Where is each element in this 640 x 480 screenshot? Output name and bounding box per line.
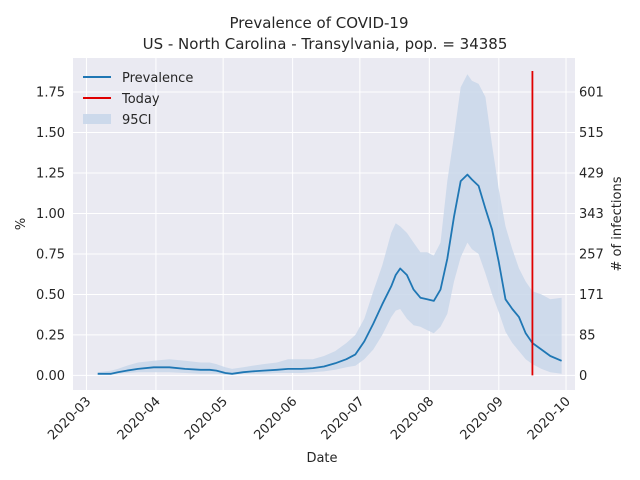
- y-tick-label: 1.00: [36, 207, 65, 222]
- y2-tick-label: 429: [579, 166, 604, 181]
- ci-band: [97, 74, 562, 375]
- x-tick-label: 2020-09: [458, 394, 507, 443]
- x-tick-label: 2020-06: [251, 394, 300, 443]
- y-tick-label: 0.25: [36, 328, 65, 343]
- y-tick-labels: 0.00 0.25 0.50 0.75 1.00 1.25 1.50 1.75: [36, 86, 65, 384]
- legend-today-label: Today: [121, 92, 160, 107]
- y2-tick-label: 515: [579, 126, 604, 141]
- x-tick-label: 2020-10: [525, 394, 574, 443]
- y-tick-label: 0.50: [36, 288, 65, 303]
- ci-layer: [97, 74, 562, 375]
- y2-tick-label: 343: [579, 207, 604, 222]
- line-layer: [97, 173, 562, 375]
- y-tick-label: 1.75: [36, 86, 65, 101]
- legend-ci-label: 95CI: [122, 113, 151, 128]
- chart-title: Prevalence of COVID-19: [229, 14, 408, 32]
- x-tick-label: 2020-07: [319, 394, 368, 443]
- y2-axis-label: # of infections: [610, 176, 625, 271]
- legend-prevalence-label: Prevalence: [122, 71, 193, 86]
- x-tick-labels: 2020-03 2020-04 2020-05 2020-06 2020-07 2020-…: [45, 394, 574, 443]
- y2-tick-label: 171: [579, 288, 604, 303]
- x-tick-label: 2020-08: [388, 394, 437, 443]
- y-tick-label: 0.75: [36, 247, 65, 262]
- x-tick-label: 2020-05: [182, 394, 231, 443]
- y2-tick-label: 257: [579, 247, 604, 262]
- y-tick-label: 1.50: [36, 126, 65, 141]
- legend-ci-swatch: [83, 114, 111, 124]
- y-axis-label: %: [14, 218, 29, 230]
- y-tick-label: 1.25: [36, 166, 65, 181]
- y2-tick-labels: 0 85 171 257 343 429 515 601: [579, 86, 604, 384]
- grid: [73, 58, 575, 390]
- prevalence-line: [97, 173, 562, 375]
- x-tick-label: 2020-03: [45, 394, 94, 443]
- y2-tick-label: 0: [579, 369, 587, 384]
- y2-tick-label: 601: [579, 86, 604, 101]
- x-tick-label: 2020-04: [115, 394, 164, 443]
- y2-tick-label: 85: [579, 328, 596, 343]
- legend: Prevalence Today 95CI: [83, 71, 193, 128]
- x-axis-label: Date: [306, 451, 337, 466]
- chart-subtitle: US - North Carolina - Transylvania, pop.…: [143, 35, 508, 53]
- y-tick-label: 0.00: [36, 369, 65, 384]
